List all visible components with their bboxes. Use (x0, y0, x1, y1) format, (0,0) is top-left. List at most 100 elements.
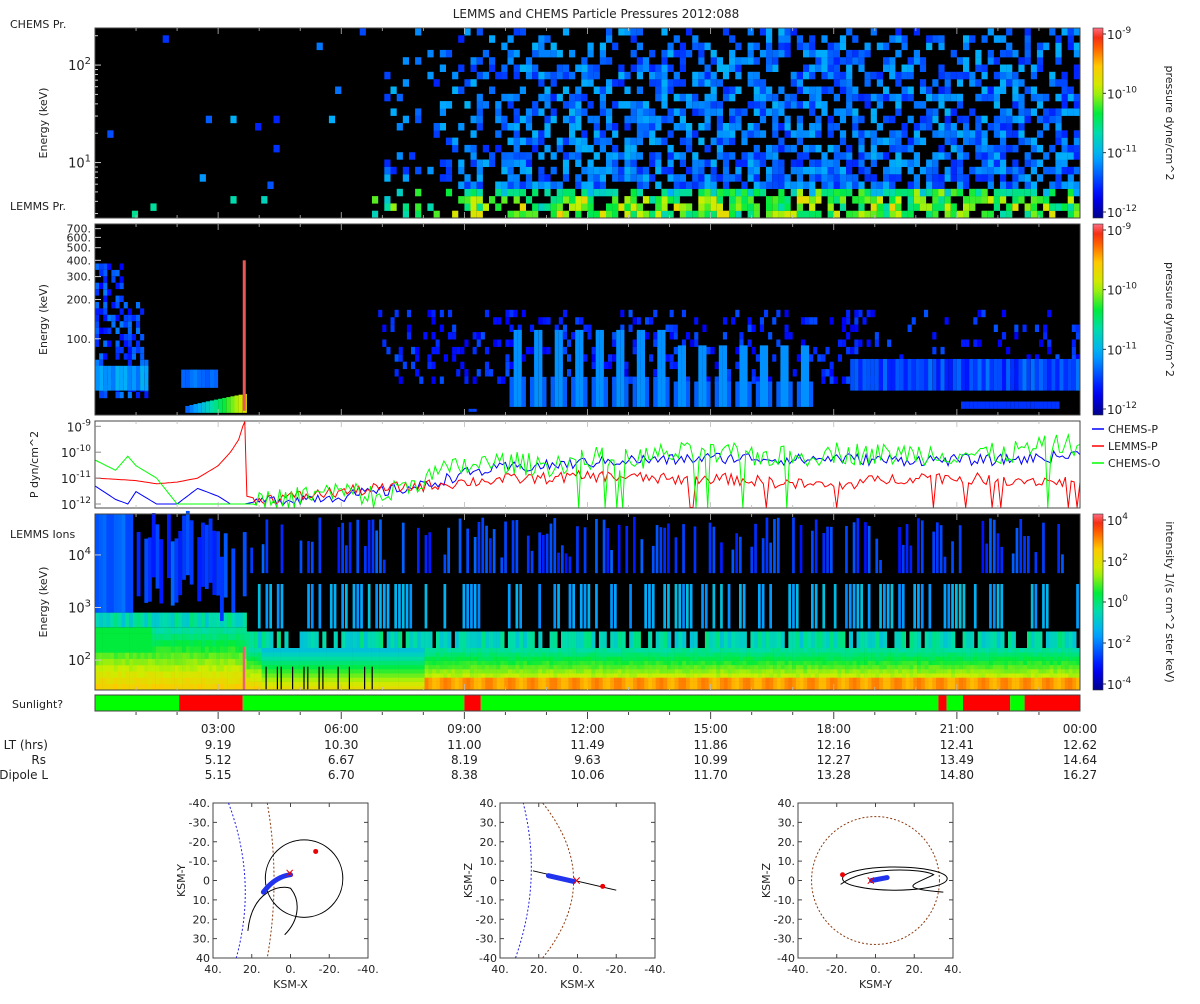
ions-cell (879, 656, 883, 661)
ions-cell (356, 682, 360, 687)
ions-cell (800, 652, 804, 657)
lemms-pr-cell (103, 276, 107, 282)
chems-cell (895, 138, 901, 146)
ions-cell (114, 671, 118, 678)
chems-cell (754, 160, 760, 168)
lemms-pr-cell (198, 403, 202, 413)
chems-cell (520, 116, 526, 124)
chems-cell (945, 211, 951, 219)
ions-cell (474, 673, 478, 678)
chems-cell (1037, 130, 1043, 138)
ions-cell (641, 677, 645, 682)
ions-cell (122, 640, 126, 647)
ions-cell (807, 682, 811, 687)
chems-cell (883, 189, 889, 197)
lemms-pr-cell (863, 317, 867, 324)
chems-cell (858, 189, 864, 197)
chems-cell (501, 116, 507, 124)
chems-cell (520, 167, 526, 175)
chems-cell (1000, 160, 1006, 168)
ions-cell (550, 669, 554, 674)
ions-cell (356, 584, 359, 628)
chems-cell (489, 196, 495, 204)
ions-cell (137, 640, 141, 647)
ions-cell (838, 632, 842, 649)
ions-cell (713, 632, 717, 649)
ions-cell (353, 648, 357, 653)
ions-cell (508, 584, 511, 628)
chems-cell (495, 72, 501, 80)
ions-cell (394, 665, 398, 670)
chems-cell (982, 87, 988, 95)
chems-cell (1025, 28, 1031, 36)
lemms-pr-cell (916, 359, 920, 391)
lemms-pr-cell (128, 308, 132, 314)
ions-cell (315, 656, 319, 661)
chems-cell (988, 182, 994, 190)
ions-cell (235, 659, 239, 666)
chems-cell (569, 203, 575, 211)
chems-cell (588, 174, 594, 182)
chems-cell (840, 182, 846, 190)
chems-cell (1000, 189, 1006, 197)
lemms-pr-cell (128, 341, 132, 347)
ions-cell (750, 669, 754, 674)
chems-cell (951, 123, 957, 131)
ions-cell (478, 665, 482, 670)
ions-cell (125, 627, 129, 634)
ions-cell (114, 613, 118, 628)
lemms-pr-cell (629, 325, 633, 332)
chems-cell (575, 101, 581, 109)
chems-cell (705, 211, 711, 219)
ions-cell (182, 640, 186, 647)
ions-cell (284, 677, 288, 682)
ions-cell (459, 519, 462, 574)
lemms-pr-cell (124, 315, 128, 321)
lemms-pr-cell (785, 310, 789, 317)
ions-cell (512, 665, 516, 670)
chems-cell (526, 116, 532, 124)
ions-cell (788, 669, 792, 674)
chems-cell (686, 28, 692, 36)
ions-cell (701, 584, 704, 628)
chems-cell (717, 145, 723, 153)
chems-cell (821, 189, 827, 197)
ions-cell (212, 640, 216, 647)
ions-cell (481, 673, 485, 678)
ions-cell (508, 682, 512, 687)
ions-cell (175, 613, 179, 628)
lemms-pr-cell (95, 341, 99, 347)
tick-exponent: -11 (1122, 145, 1137, 155)
ions-cell (834, 669, 838, 674)
ions-cell (444, 673, 448, 678)
ions-cell (444, 677, 448, 682)
ions-cell (538, 632, 542, 649)
ions-cell (785, 677, 789, 682)
ions-cell (603, 652, 607, 657)
ions-cell (209, 634, 213, 641)
chems-cell (821, 152, 827, 160)
ions-cell (292, 661, 296, 666)
ions-cell (470, 632, 474, 649)
chems-cell (908, 65, 914, 73)
chems-cell (797, 101, 803, 109)
chems-cell (532, 130, 538, 138)
ions-cell (356, 652, 360, 657)
ions-cell (512, 648, 516, 653)
legend-label-chems-o: CHEMS-O (1108, 457, 1161, 470)
lemms-pr-cell (748, 381, 752, 406)
chems-cell (1037, 196, 1043, 204)
chems-cell (415, 167, 421, 175)
ions-cell (697, 677, 701, 682)
ions-cell (178, 531, 182, 595)
ions-cell (678, 673, 682, 678)
ions-cell (489, 632, 493, 649)
ions-cell (606, 528, 609, 573)
ions-cell (478, 632, 482, 649)
ions-cell (743, 632, 747, 649)
lemms-pr-cell (407, 325, 411, 332)
chems-cell (551, 79, 557, 87)
ions-cell (500, 682, 504, 687)
chems-cell (951, 167, 957, 175)
ions-cell (141, 646, 145, 653)
